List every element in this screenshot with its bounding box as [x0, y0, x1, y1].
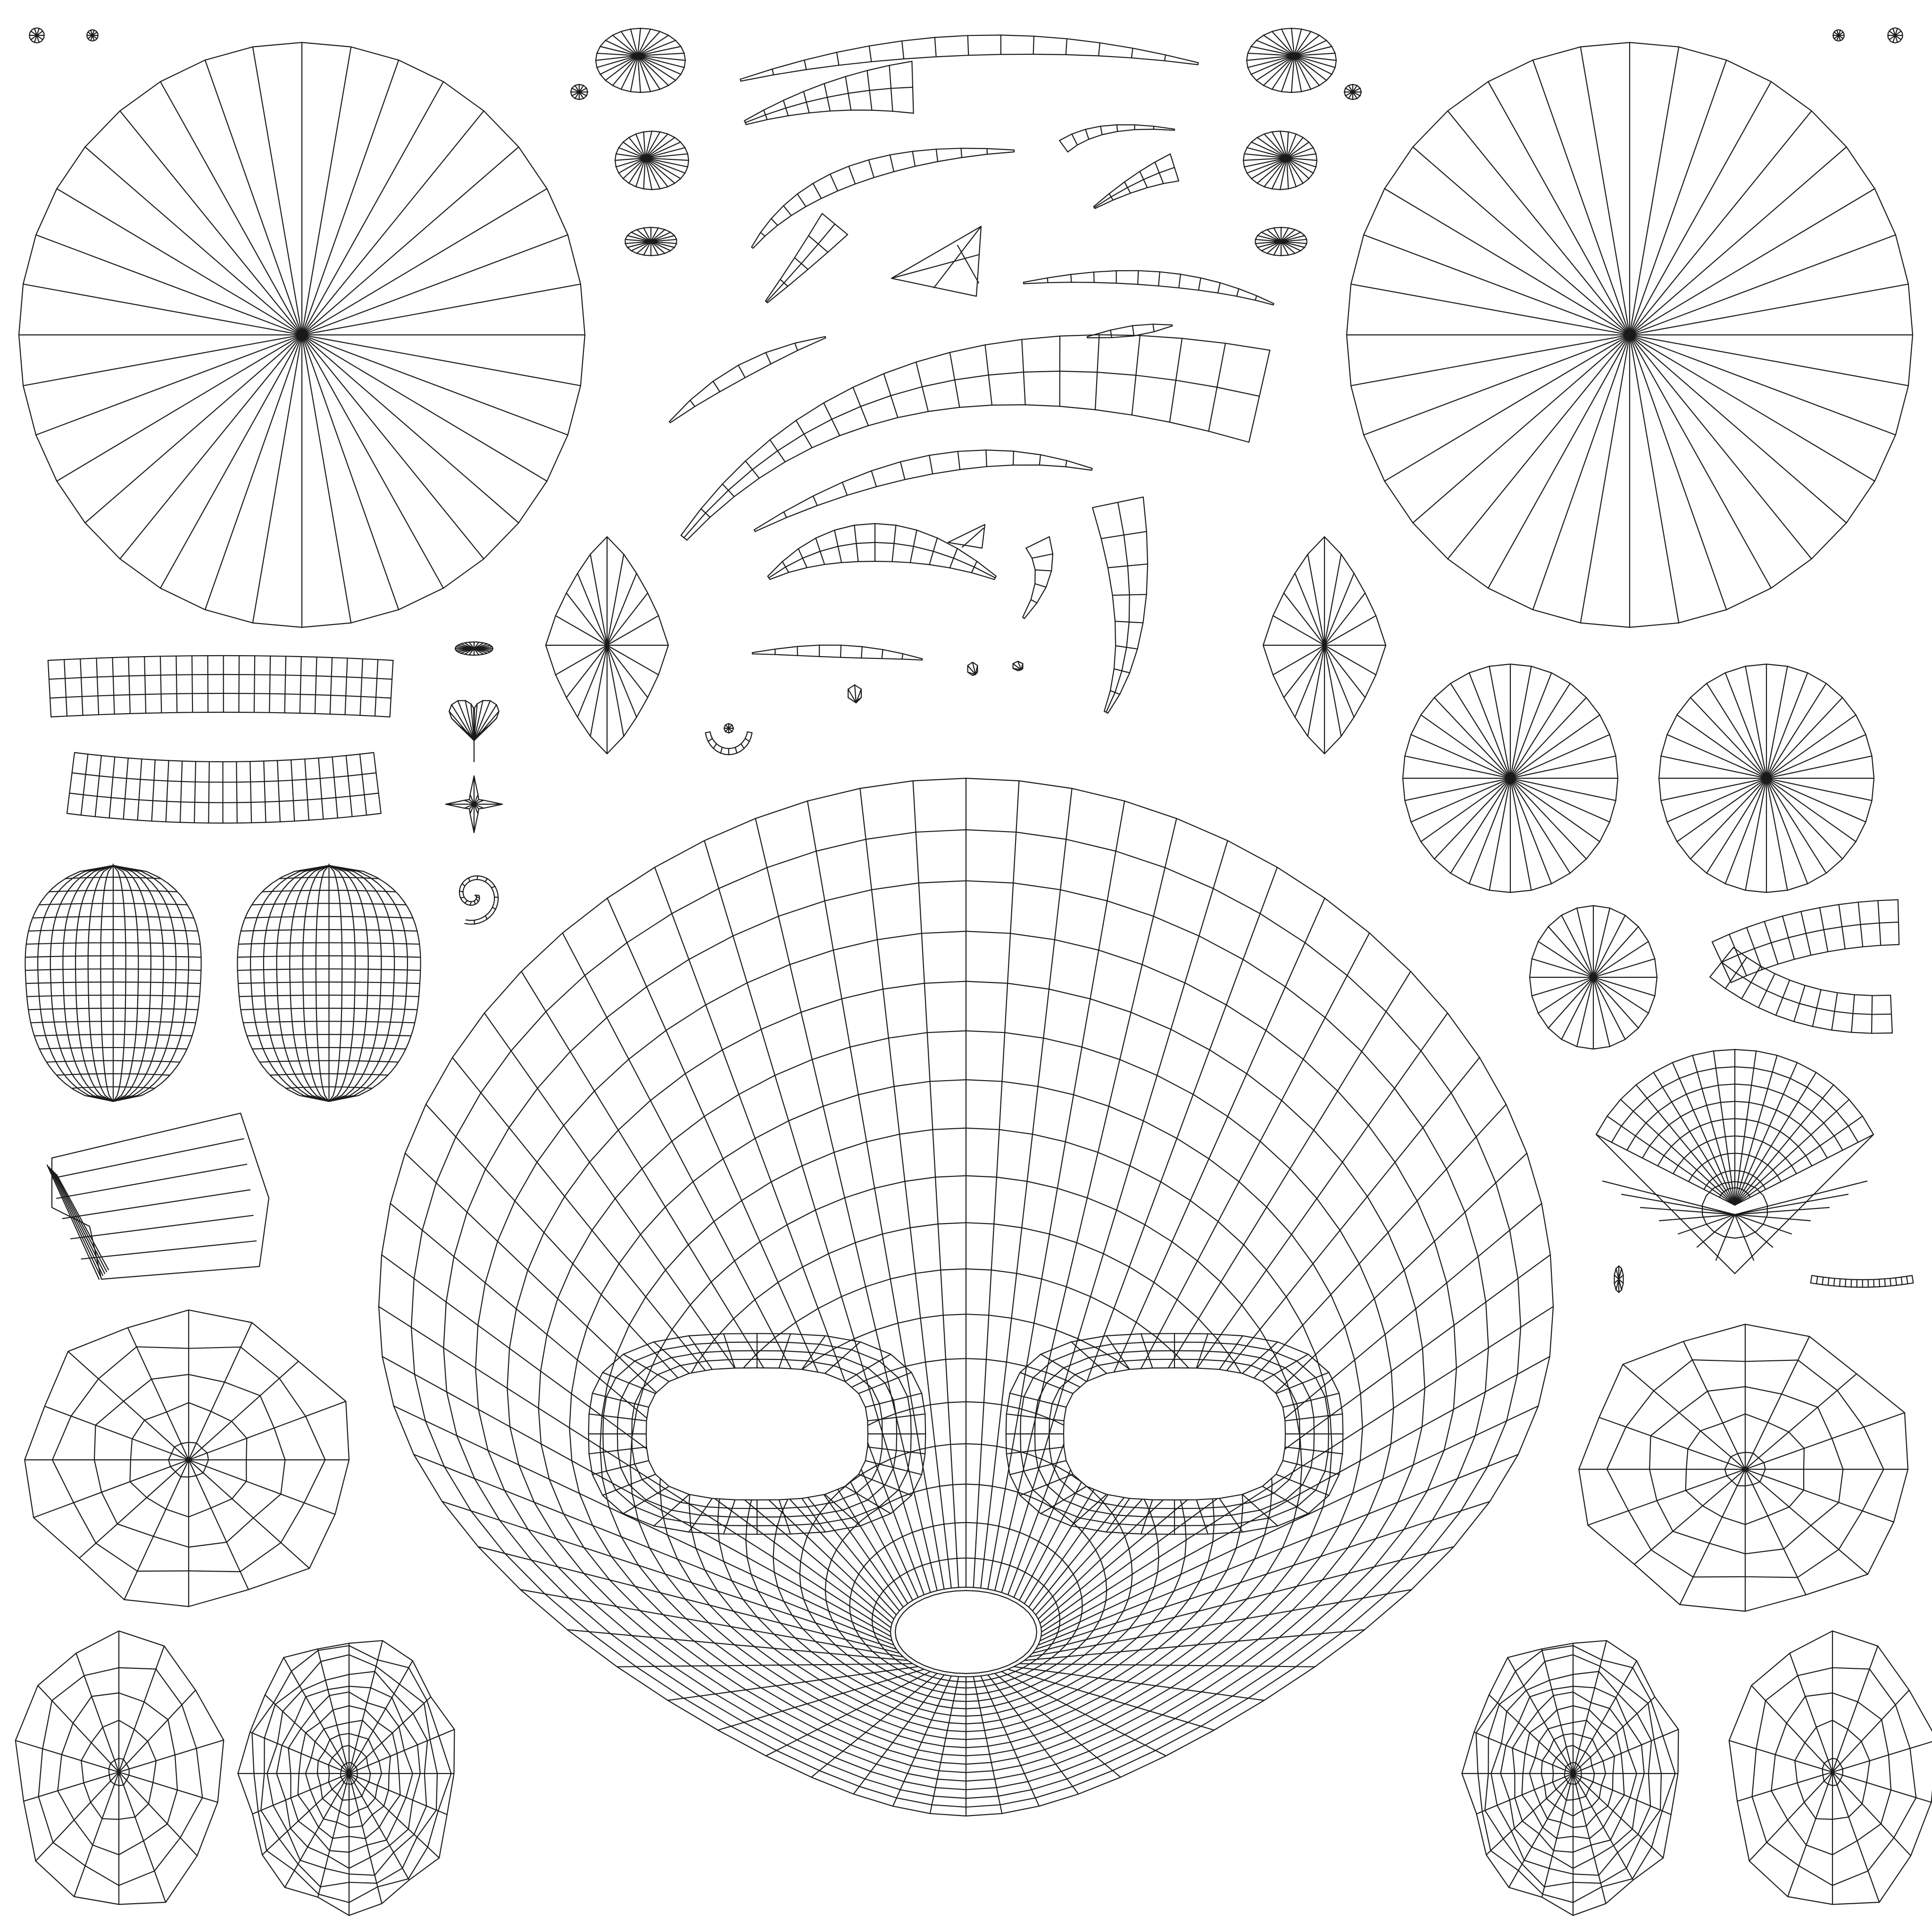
uv-island-marker-tr-2	[1887, 27, 1904, 44]
uv-island-strip-main-blade	[680, 334, 1271, 541]
uv-island-teeth-upper	[47, 655, 394, 717]
uv-island-fan-small-right	[1529, 905, 1658, 1050]
uv-island-ring-left-3	[237, 1640, 455, 1916]
uv-island-marker-tr-1	[1832, 29, 1845, 42]
uv-island-triangle-small	[947, 524, 986, 549]
uv-island-triangle-mid	[891, 225, 982, 297]
uv-island-ring-right-3	[1728, 1630, 1932, 1905]
uv-island-fan-mid-right-a	[1402, 663, 1619, 893]
uv-island-spiral	[458, 875, 499, 925]
uv-island-large-fan-left	[18, 42, 586, 628]
uv-island-tiny-tr	[1343, 83, 1362, 100]
uv-island-oval-tr-2	[1242, 130, 1318, 191]
uv-island-tiny-leaf-right	[1614, 1265, 1624, 1293]
uv-island-marker-tl-2	[86, 29, 99, 42]
uv-island-eyeball-right	[237, 863, 421, 1102]
uv-island-ring-left-1	[24, 1309, 350, 1607]
uv-island-tube-bent-right-lower	[1709, 947, 1893, 1034]
uv-island-large-fan-right	[1346, 42, 1914, 628]
uv-island-strip-top-7	[1093, 153, 1180, 209]
uv-island-tube-bent-right-upper	[1711, 899, 1900, 983]
uv-island-star	[445, 775, 503, 833]
uv-island-tiny-tri-2	[967, 661, 978, 676]
uv-island-tiny-tl	[570, 83, 589, 100]
uv-island-strip-top-6	[1059, 124, 1175, 153]
uv-island-diamond-right	[1262, 536, 1387, 755]
uv-island-diamond-left	[545, 536, 669, 755]
uv-island-oval-tr-3	[1255, 226, 1307, 257]
uv-island-oval-tl-3	[625, 226, 677, 257]
uv-island-wave-right	[1810, 1275, 1914, 1288]
uv-island-ring-left-2	[15, 1630, 225, 1905]
uv-island-strip-top-5	[1023, 270, 1274, 306]
uv-island-oval-tl-1	[595, 27, 686, 93]
uv-island-oval-tl-2	[614, 130, 690, 191]
uv-island-tiny-tri-3	[1012, 660, 1024, 672]
uv-island-strip-lower-thin	[751, 644, 923, 661]
uv-island-strip-top-3	[751, 148, 1015, 249]
uv-island-marker-tl-1	[28, 27, 45, 44]
uv-island-strip-top-9	[668, 336, 826, 424]
uv-island-ring-right-2	[1461, 1640, 1679, 1916]
uv-island-horseshoe	[705, 731, 753, 756]
uv-island-strip-claw	[1022, 536, 1054, 619]
uv-island-strip-top-4	[765, 213, 849, 303]
uv-island-fan-mid-right-b	[1658, 663, 1875, 893]
uv-island-horseshoe-dot	[723, 723, 734, 734]
uv-island-fan-wedge-right	[1595, 1049, 1874, 1274]
uv-face-eye-hole-right	[1005, 1333, 1344, 1535]
uv-island-tiny-tri-1	[848, 684, 862, 704]
uv-island-strip-top-1	[740, 34, 1199, 82]
uv-island-oval-tr-1	[1246, 27, 1337, 93]
uv-face-eye-hole-left	[588, 1333, 926, 1535]
uv-island-ring-right-1	[1578, 1324, 1909, 1612]
uv-island-small-oval-mid	[454, 641, 494, 656]
uv-island-heart-fan	[449, 700, 500, 763]
uv-island-strip-top-2	[744, 60, 914, 125]
uv-island-strip-brow	[767, 523, 997, 580]
uv-island-face-main	[378, 777, 1554, 1817]
uv-island-teeth-lower	[66, 752, 382, 824]
uv-island-strip-blade-under	[753, 450, 1093, 532]
uv-island-eyeball-left	[25, 863, 202, 1102]
uv-island-tongue	[46, 1112, 270, 1280]
uv-island-strip-horn	[1092, 496, 1149, 714]
